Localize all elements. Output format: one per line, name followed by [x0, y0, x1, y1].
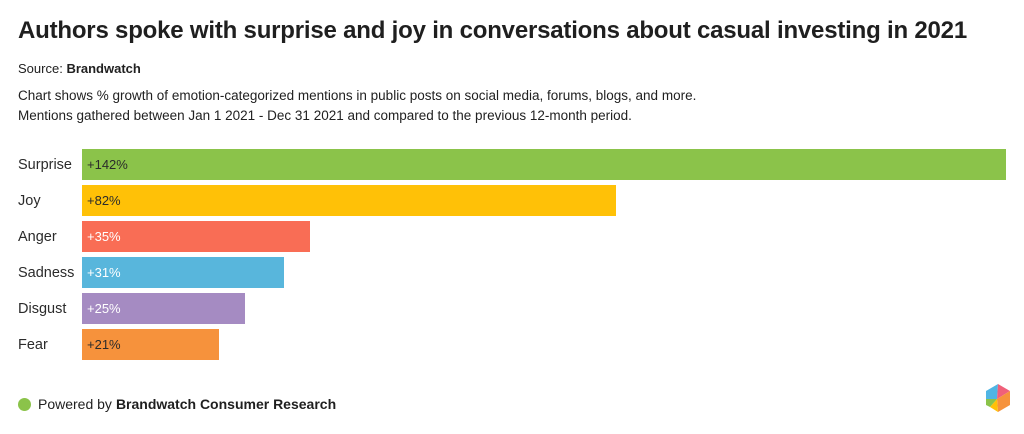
bar-value-label: +25% [87, 301, 121, 316]
brandwatch-hexagon-logo-icon [986, 384, 1010, 412]
bar-track: +25% [82, 293, 1006, 324]
bar-fill: +21% [82, 329, 219, 360]
bar-track: +142% [82, 149, 1006, 180]
bar-category-label: Anger [18, 228, 57, 245]
bar-value-label: +35% [87, 229, 121, 244]
logo-facet-orange [997, 391, 1010, 412]
bar-fill: +35% [82, 221, 310, 252]
powered-by-text: Powered by [38, 396, 112, 412]
bar-track: +31% [82, 257, 1006, 288]
brand-name: Brandwatch Consumer Research [115, 396, 337, 412]
bar-category-label: Sadness [18, 264, 75, 281]
bar-fill: +31% [82, 257, 284, 288]
bar-value-label: +82% [87, 193, 121, 208]
description-line-2: Mentions gathered between Jan 1 2021 - D… [18, 108, 632, 123]
logo-facet-blue [986, 384, 998, 399]
bar-row: Anger +35% [18, 221, 1006, 252]
chart-description: Chart shows % growth of emotion-categori… [18, 86, 1006, 126]
bar-chart: Surprise +142% Joy +82% Anger +35% Sadne… [18, 149, 1006, 360]
source-prefix: Source: [18, 61, 63, 76]
bar-fill: +142% [82, 149, 1006, 180]
logo-facet-green [986, 399, 997, 407]
bar-category-label: Disgust [18, 300, 67, 317]
bar-row: Fear +21% [18, 329, 1006, 360]
bar-row: Joy +82% [18, 185, 1006, 216]
description-line-1: Chart shows % growth of emotion-categori… [18, 88, 697, 103]
bar-value-label: +31% [87, 265, 121, 280]
source-line: Source: Brandwatch [18, 61, 1006, 76]
chart-rows: Surprise +142% Joy +82% Anger +35% Sadne… [18, 149, 1006, 360]
bar-row: Surprise +142% [18, 149, 1006, 180]
bar-fill: +82% [82, 185, 616, 216]
bar-row: Sadness +31% [18, 257, 1006, 288]
bar-category-label: Surprise [18, 156, 72, 173]
logo-facet-yellow [990, 399, 998, 412]
bar-value-label: +142% [87, 157, 128, 172]
brand-dot-icon [18, 397, 31, 411]
source-name: Brandwatch [66, 61, 141, 76]
bar-track: +35% [82, 221, 1006, 252]
bar-category-label: Fear [18, 336, 48, 353]
bar-fill: +25% [82, 293, 245, 324]
bar-row: Disgust +25% [18, 293, 1006, 324]
bar-category-label: Joy [18, 192, 41, 209]
bar-track: +82% [82, 185, 1006, 216]
chart-page: Authors spoke with surprise and joy in c… [18, 17, 1010, 412]
page-title: Authors spoke with surprise and joy in c… [18, 17, 967, 44]
powered-by-footer: Powered by Brandwatch Consumer Research [18, 396, 336, 412]
bar-track: +21% [82, 329, 1006, 360]
bar-value-label: +21% [87, 337, 121, 352]
logo-facet-pink [997, 384, 1010, 399]
